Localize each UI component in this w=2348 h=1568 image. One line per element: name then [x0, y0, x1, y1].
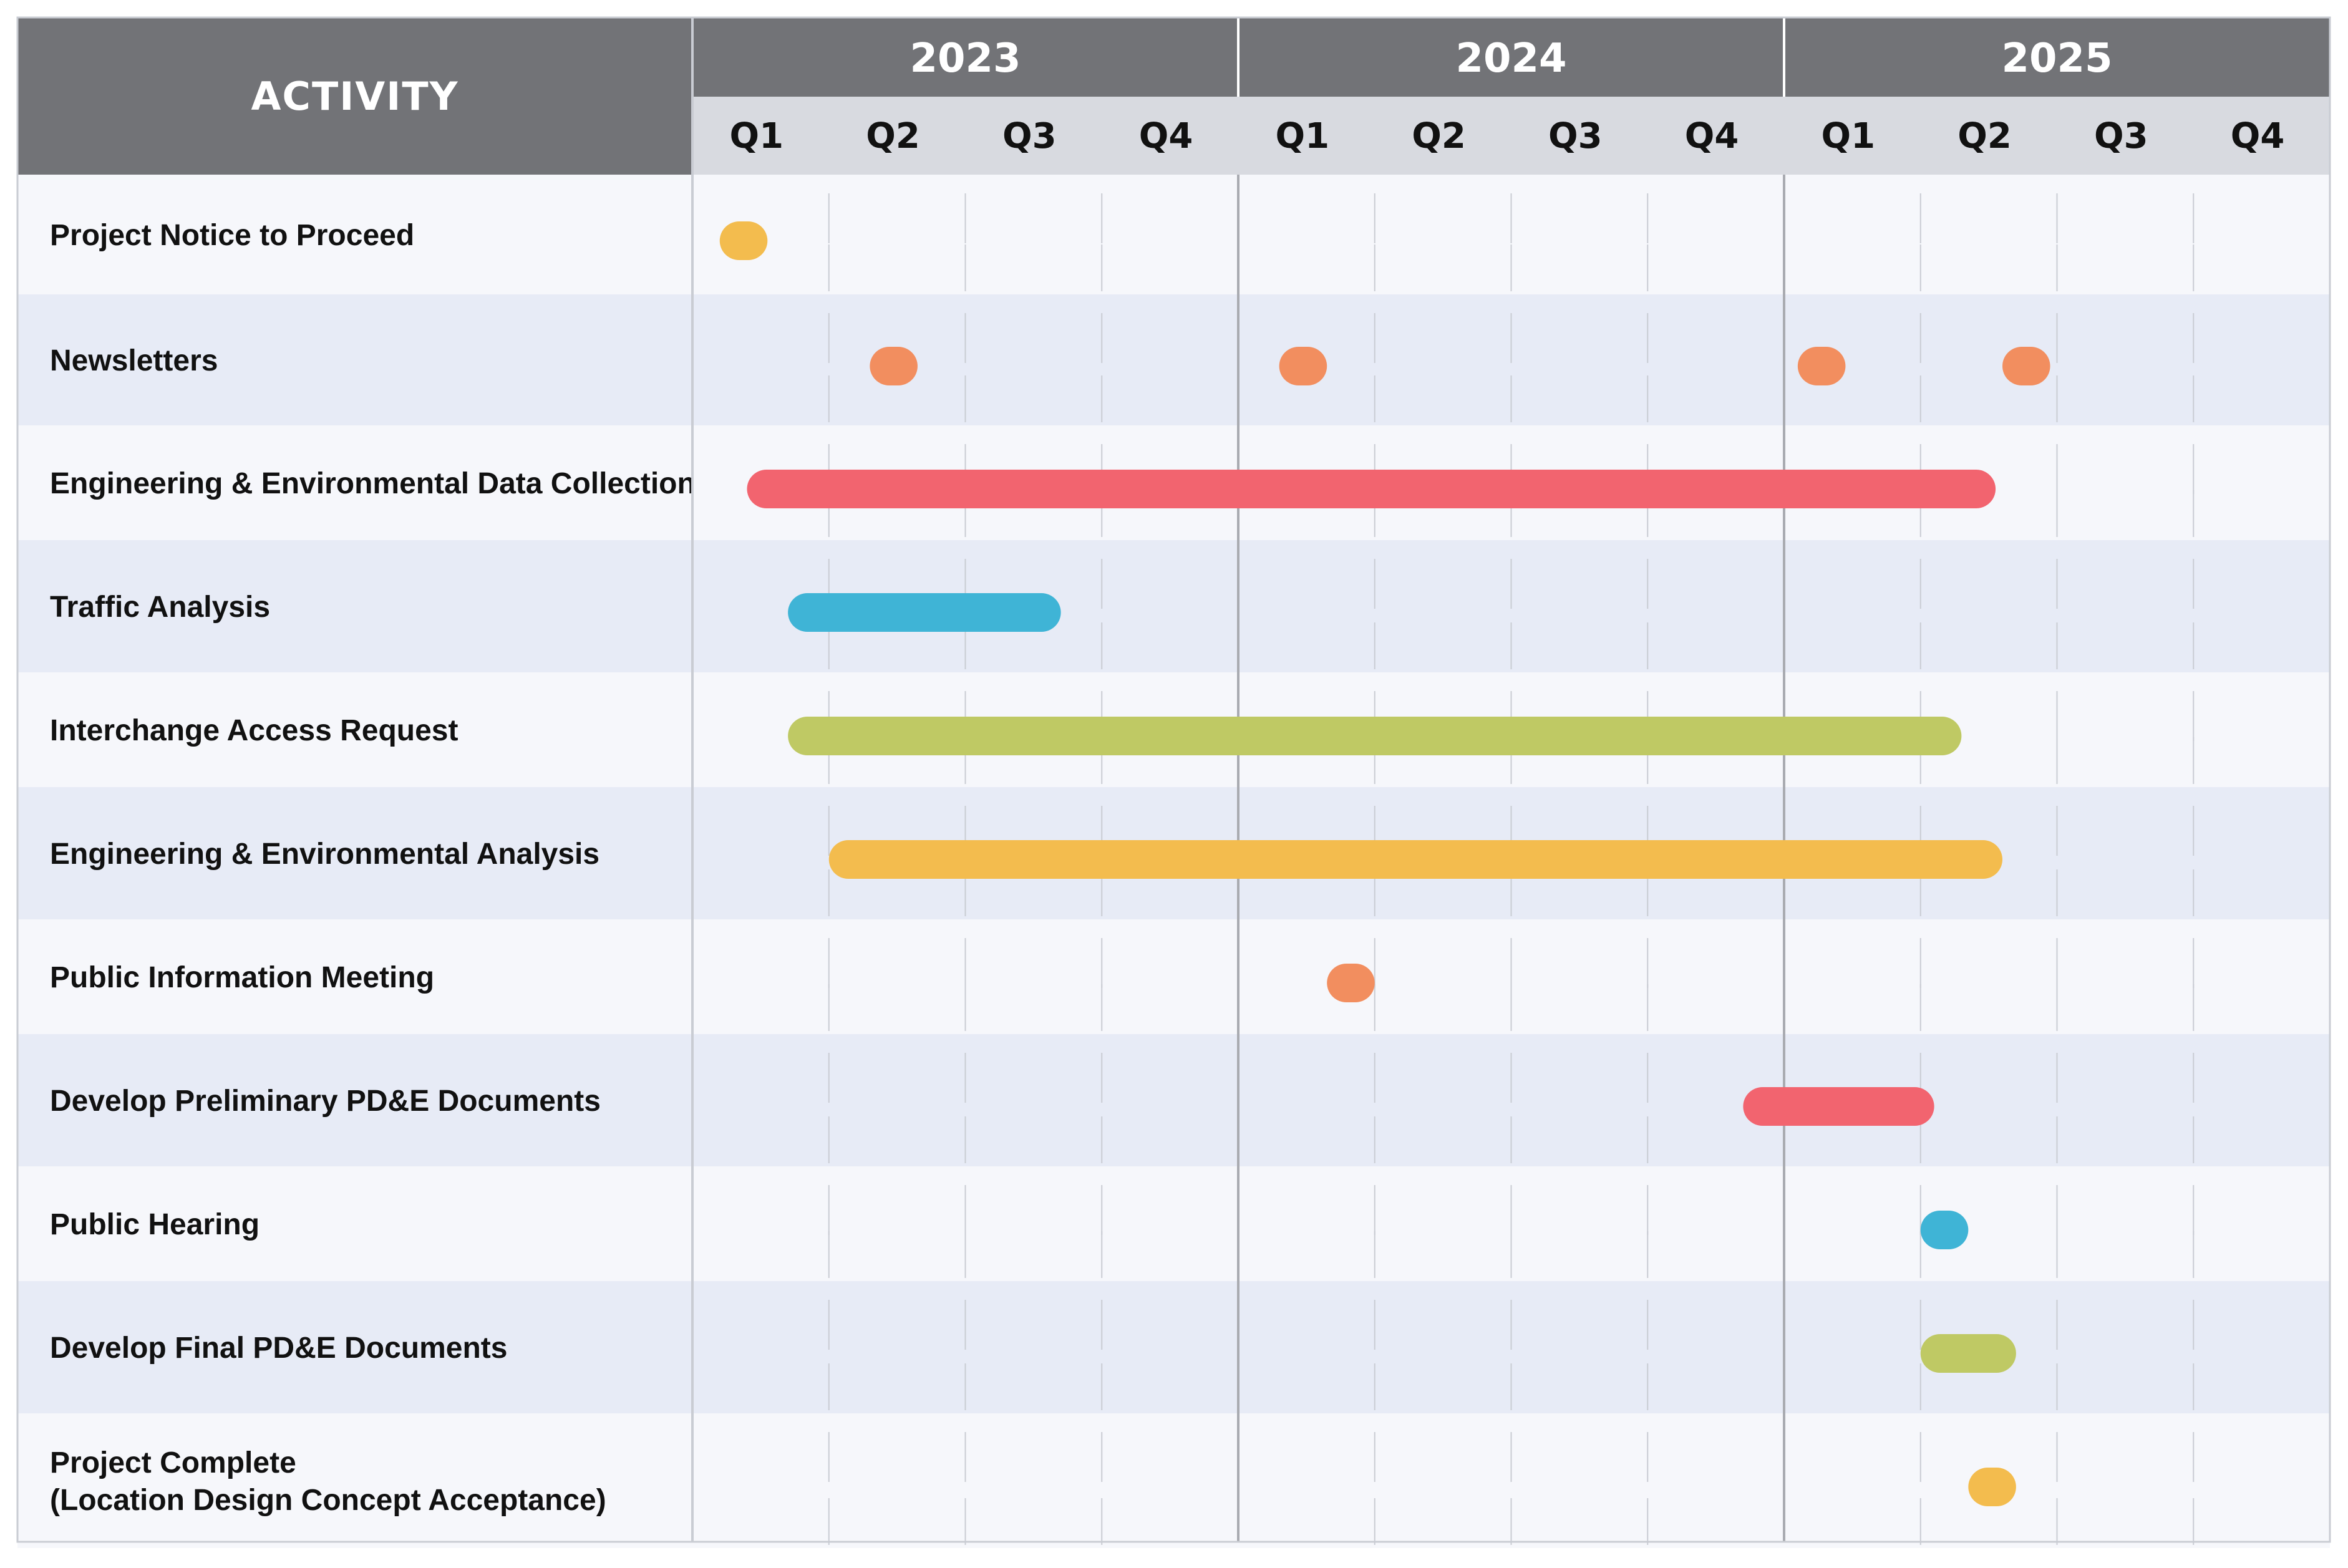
quarter-label: Q2: [866, 116, 920, 157]
quarter-label: Q3: [1548, 116, 1603, 157]
outer-border: [16, 16, 2331, 1543]
task-bar: [828, 840, 2002, 879]
quarter-label: Q1: [1276, 116, 1330, 157]
row-background: [17, 1166, 2330, 1281]
year-label: 2024: [1455, 36, 1566, 82]
task-bar: [747, 470, 1996, 508]
quarter-label: Q1: [730, 116, 784, 157]
activity-header-cell: [17, 17, 692, 175]
activity-label: Engineering & Environmental Data Collect…: [50, 467, 696, 500]
task-bar: [719, 221, 768, 260]
header: ACTIVITY 2023 2024 2025 Q1 Q2 Q3 Q4 Q1 Q2 Q3 Q4 Q1 Q…: [17, 17, 2330, 175]
year-header-band: [692, 17, 2330, 97]
activity-header: ACTIVITY: [251, 74, 458, 119]
activity-label: Public Hearing: [50, 1208, 260, 1241]
row-background: [17, 294, 2330, 425]
activity-label: Develop Final PD&E Documents: [50, 1332, 507, 1365]
activity-label: Public Information Meeting: [50, 961, 434, 994]
task-bar: [1968, 1468, 2016, 1506]
row-background: [17, 1034, 2330, 1166]
row-background: [17, 540, 2330, 672]
activity-label: Engineering & Environmental Analysis: [50, 838, 599, 871]
task-bar: [1327, 964, 1375, 1002]
year-label: 2025: [2001, 36, 2112, 82]
quarter-label: Q3: [1002, 116, 1057, 157]
quarter-label: Q4: [1139, 116, 1193, 157]
row-background: [17, 1413, 2330, 1548]
year-label: 2023: [910, 36, 1021, 82]
quarter-label: Q3: [2094, 116, 2148, 157]
quarter-label: Q1: [1822, 116, 1876, 157]
activity-label: Project Complete (Location Design Concept…: [50, 1446, 606, 1517]
task-bar: [1279, 347, 1327, 385]
quarter-header-band: [692, 97, 2330, 175]
task-bar: [2002, 347, 2050, 385]
activity-label: Project Notice to Proceed: [50, 219, 414, 252]
activity-label: Develop Preliminary PD&E Documents: [50, 1085, 601, 1118]
row-background: [17, 919, 2330, 1034]
quarter-label: Q4: [1685, 116, 1739, 157]
activity-label: Newsletters: [50, 344, 218, 377]
quarter-label: Q4: [2231, 116, 2285, 157]
activity-label: Interchange Access Request: [50, 714, 458, 747]
task-bar: [1920, 1334, 2016, 1373]
quarter-label: Q2: [1412, 116, 1466, 157]
task-bar: [1743, 1087, 1934, 1126]
task-bar: [788, 593, 1061, 632]
activity-labels: Project Notice to Proceed Newsletters Engi…: [50, 219, 696, 1517]
chart-frame: [16, 16, 2331, 1543]
task-bar: [870, 347, 918, 385]
activity-label: Traffic Analysis: [50, 591, 270, 624]
task-bar: [1920, 1211, 1969, 1249]
quarter-label: Q2: [1957, 116, 2012, 157]
task-bars: [719, 221, 2050, 1506]
task-bar: [1797, 347, 1846, 385]
task-bar: [788, 717, 1962, 755]
row-background: [17, 175, 2330, 294]
